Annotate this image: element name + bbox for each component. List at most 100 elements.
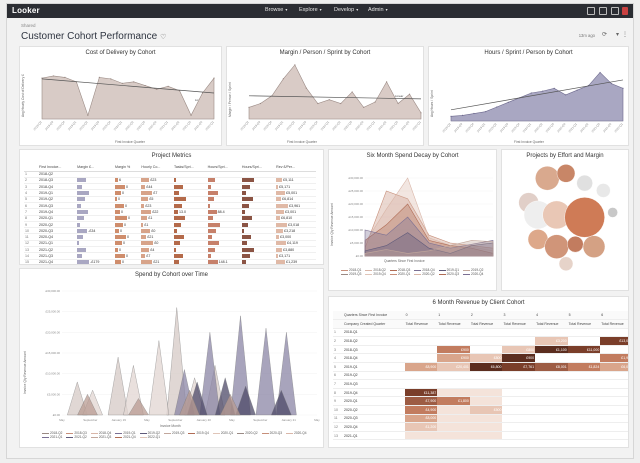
x-tick-label: 2021-Q1 [568, 122, 579, 133]
data-point [121, 82, 123, 84]
nav-admin[interactable]: Admin ▾ [368, 7, 388, 13]
table-cell [240, 215, 276, 222]
table-row: 7 2019-Q3 [333, 379, 628, 389]
nav-browse[interactable]: Browse ▾ [265, 7, 288, 13]
revenue-cell [600, 371, 628, 381]
spike-area [107, 357, 129, 416]
margin-person-chart: Margin / Person / Sprint First Invoice Q… [228, 64, 422, 144]
more-options-icon[interactable]: ⋮ [622, 32, 628, 38]
nav-explore[interactable]: Explore ▾ [299, 7, 322, 13]
spike-area [128, 398, 149, 416]
column-header[interactable]: 0 [404, 311, 438, 321]
heart-icon[interactable]: ♡ [160, 34, 167, 41]
chart-legend[interactable]: 2018-Q2 2018-Q3 2018-Q4 2019-Q1 2019-Q2 2019-… [42, 431, 322, 439]
column-header[interactable]: 3 [502, 311, 536, 321]
column-header[interactable]: Hours/Spri... [206, 164, 241, 172]
x-tick-label: 2018-Q3 [44, 120, 55, 131]
data-point [305, 87, 307, 89]
x-tick-label: 2019-Q4 [308, 120, 319, 131]
chart-legend[interactable]: 2018-Q1 2018-Q2 2018-Q3 2018-Q4 2019-Q1 2019-… [341, 268, 491, 276]
table-cell: £5,111 [275, 177, 316, 185]
column-header[interactable]: Hours/Spri... [240, 164, 276, 172]
table-cell [206, 233, 241, 241]
column-header[interactable]: 1 [437, 311, 470, 321]
table-cell [240, 227, 276, 235]
breadcrumb-shared[interactable]: Shared [21, 23, 36, 28]
x-tick-label: 2021-Q2 [377, 120, 388, 131]
bubble [576, 174, 593, 192]
help-icon[interactable] [611, 7, 619, 15]
tile-title: Project Metrics [151, 153, 192, 159]
x-axis-label: Quarters Since First Invoice [384, 259, 425, 263]
data-point [156, 88, 158, 90]
table-cell: £1,239 [275, 259, 316, 264]
column-header[interactable]: 4 [535, 311, 568, 321]
y-tick-label: £20,000.00 [349, 202, 364, 206]
revenue-cell [404, 431, 438, 441]
header-row: Quarters Since First Invoice 0 1 2 3 4 5 6 [333, 311, 628, 321]
search-icon[interactable] [587, 7, 595, 15]
table-row: 3 2018-Q4 0 £44 £5,171 [24, 183, 316, 191]
table-cell: £3,218 [275, 227, 316, 235]
table-cell: £5 [140, 196, 174, 204]
revenue-cell [502, 396, 536, 407]
data-point [190, 114, 192, 116]
table-cell [173, 227, 207, 235]
tile-title: Six Month Spend Decay by Cohort [366, 153, 459, 159]
six-month-decay-chart: Invoice Qty Revenue Amount Quarters Sinc… [330, 176, 494, 263]
revenue-cell [502, 414, 536, 424]
last-updated-text: 13m ago [578, 33, 595, 38]
revenue-cell: £20,401 [437, 362, 470, 372]
revenue-cell [469, 371, 503, 381]
data-point [461, 114, 464, 116]
revenue-cell [469, 414, 503, 424]
x-tick-label: 2019-Q4 [101, 120, 112, 131]
x-tick-label: 2021-Q2 [170, 120, 181, 131]
user-avatar[interactable] [622, 7, 628, 15]
revenue-cell [437, 371, 470, 381]
column-header[interactable]: Margin £... [76, 164, 114, 172]
revenue-cell: £7,761 [502, 362, 536, 372]
page-title: Customer Cohort Performance ♡ [21, 31, 167, 42]
column-header[interactable]: Margin % [114, 164, 141, 172]
table-cell: £3,961 [275, 202, 316, 210]
column-header[interactable]: Rev £/Per... [275, 164, 316, 172]
table-row: 8 2020-Q1 0 £1 £6,810 [24, 215, 316, 222]
revenue-cell [469, 345, 503, 355]
table-cell: 0 [114, 215, 141, 222]
table-row: 6 2019-Q3 0 £23 £3,961 [24, 202, 316, 210]
trend-label: Linear [395, 94, 403, 98]
revenue-cell [469, 328, 503, 338]
data-point [64, 76, 66, 78]
spike-area [199, 332, 221, 416]
filter-icon[interactable]: ▾ [615, 32, 619, 38]
grid-icon[interactable] [599, 7, 607, 15]
revenue-cell [535, 422, 568, 432]
column-header[interactable]: Hourly Co... [140, 164, 174, 172]
six-month-revenue-table: Quarters Since First Invoice 0 1 2 3 4 5 6 Compa… [333, 311, 628, 441]
table-cell [206, 227, 241, 235]
table-cell: £44 [140, 183, 174, 191]
refresh-icon[interactable]: ⟳ [601, 32, 607, 38]
table-row: 5 2019-Q2 0 £5 £6,814 [24, 196, 316, 204]
table-cell: £3,880 [275, 246, 316, 254]
nav-develop[interactable]: Develop ▾ [334, 7, 359, 13]
column-header[interactable]: 5 [567, 311, 601, 321]
table-cell [140, 171, 174, 178]
table-cell [240, 240, 276, 248]
data-point [576, 89, 578, 91]
table-cell: £23 [140, 202, 174, 210]
table-cell: 0 [114, 259, 141, 264]
x-tick-label: May [59, 418, 65, 422]
revenue-cell: £1,200 [404, 422, 438, 432]
y-tick-label: £30,000.00 [349, 176, 364, 180]
looker-logo[interactable]: Looker [12, 6, 40, 15]
revenue-cell [469, 379, 503, 389]
column-header[interactable]: 2 [469, 311, 503, 321]
column-header[interactable]: Tasks/Spri... [173, 164, 207, 172]
column-header[interactable]: First Invoice... [38, 164, 77, 172]
data-point [167, 85, 169, 87]
column-header[interactable]: 6 [600, 311, 628, 321]
revenue-cell: £800 [469, 353, 503, 364]
table-cell: 0 [114, 183, 141, 191]
